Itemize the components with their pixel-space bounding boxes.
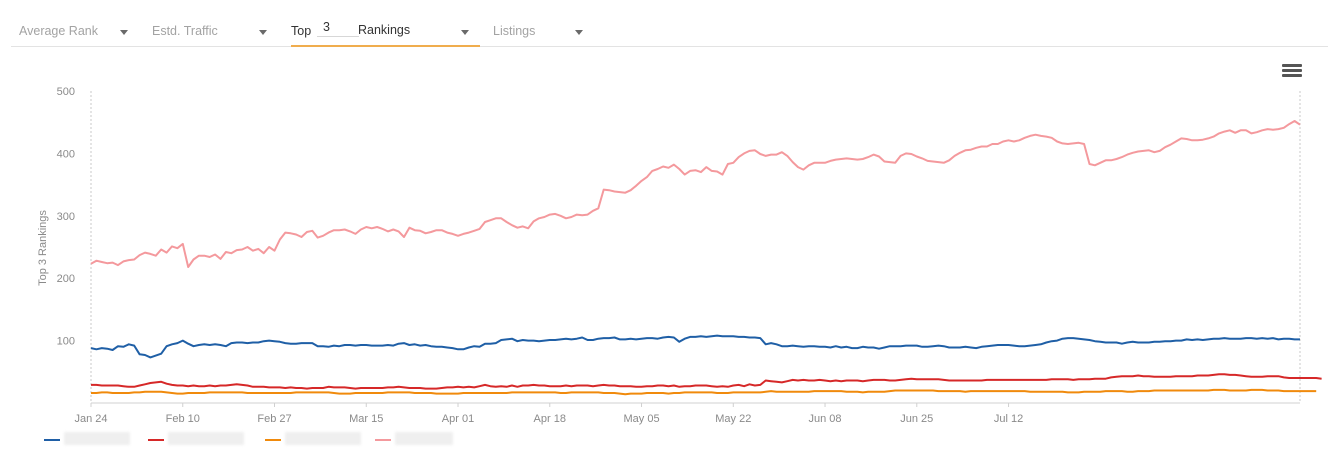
x-tick-label: Jun 08 xyxy=(809,413,842,425)
x-tick-label: Apr 01 xyxy=(442,413,474,425)
legend-swatch xyxy=(44,439,60,441)
x-tick-label: Jun 25 xyxy=(900,413,933,425)
legend-swatch xyxy=(265,439,281,441)
chevron-down-icon[interactable] xyxy=(259,30,267,35)
tab-average-rank-label: Average Rank xyxy=(19,24,98,38)
legend-label-redacted xyxy=(285,432,361,445)
legend-label-redacted xyxy=(64,432,130,445)
series-layer xyxy=(90,120,1322,396)
x-tick-label: Apr 18 xyxy=(534,413,566,425)
x-tick-label: May 05 xyxy=(623,413,659,425)
legend-swatch xyxy=(148,439,164,441)
series-line-3 xyxy=(91,388,1317,396)
chevron-down-icon[interactable] xyxy=(120,30,128,35)
x-tick-label: Feb 10 xyxy=(166,413,200,425)
menu-bar xyxy=(1282,74,1302,77)
y-tick-label: 500 xyxy=(57,86,75,98)
menu-bar xyxy=(1282,69,1302,72)
chevron-down-icon[interactable] xyxy=(461,30,469,35)
tab-rankings-label: Rankings xyxy=(358,23,411,37)
top-n-input[interactable] xyxy=(317,18,359,37)
x-tick-label: May 22 xyxy=(715,413,751,425)
x-tick-label: Feb 27 xyxy=(257,413,291,425)
tab-listings-label: Listings xyxy=(493,24,536,38)
legend-label-redacted xyxy=(395,432,453,445)
tab-top-label: Top xyxy=(291,24,312,38)
menu-bar xyxy=(1282,64,1302,67)
y-tick-label: 200 xyxy=(57,273,75,285)
series-line-1 xyxy=(90,334,1300,359)
series-line-4 xyxy=(90,120,1301,268)
legend-label-redacted xyxy=(168,432,244,445)
y-tick-label: 400 xyxy=(57,148,75,160)
y-axis-title: Top 3 Rankings xyxy=(37,210,49,286)
x-tick-label: Jul 12 xyxy=(994,413,1023,425)
x-tick-label: Mar 15 xyxy=(349,413,383,425)
y-tick-label: 300 xyxy=(57,211,75,223)
tab-estd-traffic[interactable]: Estd. Traffic xyxy=(144,14,278,45)
x-tick-label: Jan 24 xyxy=(74,413,107,425)
tab-estd-traffic-label: Estd. Traffic xyxy=(152,24,218,38)
tab-top-rankings[interactable]: Top Rankings xyxy=(291,14,480,47)
tab-average-rank[interactable]: Average Rank xyxy=(11,14,137,45)
series-line-2 xyxy=(91,373,1322,390)
metric-toolbar: Average Rank Estd. Traffic Top Rankings … xyxy=(11,14,1328,47)
tab-listings[interactable]: Listings xyxy=(485,14,587,45)
legend-swatch xyxy=(375,439,391,441)
chevron-down-icon[interactable] xyxy=(575,30,583,35)
y-tick-label: 100 xyxy=(57,336,75,348)
chart-axes: 100 200 300 400 500 Top 3 Rankings Jan 24 Feb 1… xyxy=(37,86,1301,425)
hamburger-icon[interactable] xyxy=(1282,64,1302,80)
